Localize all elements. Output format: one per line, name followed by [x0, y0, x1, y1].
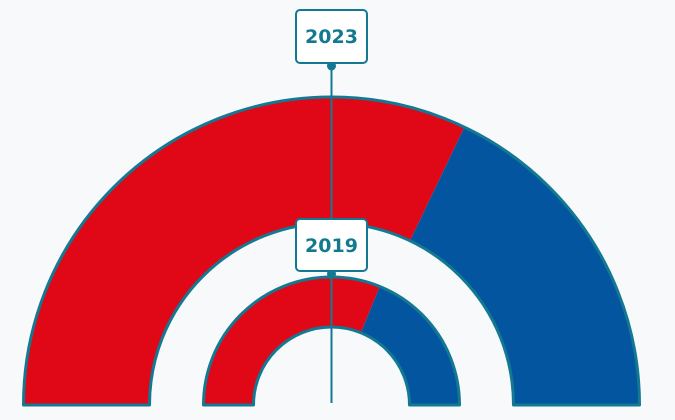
label-2019: 2019 — [305, 235, 358, 257]
slice-2023-outline — [22, 95, 641, 407]
slice-2023-1 — [23, 97, 465, 406]
slice-2019-1 — [203, 276, 380, 405]
label-box-2019 — [295, 218, 368, 272]
slice-2023-2 — [410, 127, 640, 406]
donut-2019 — [202, 275, 461, 407]
slice-2019-outline — [202, 275, 461, 407]
slice-2019-2 — [360, 286, 460, 405]
donut-2023 — [22, 95, 641, 407]
label-2023: 2023 — [305, 26, 358, 48]
label-box-2023 — [295, 9, 368, 64]
